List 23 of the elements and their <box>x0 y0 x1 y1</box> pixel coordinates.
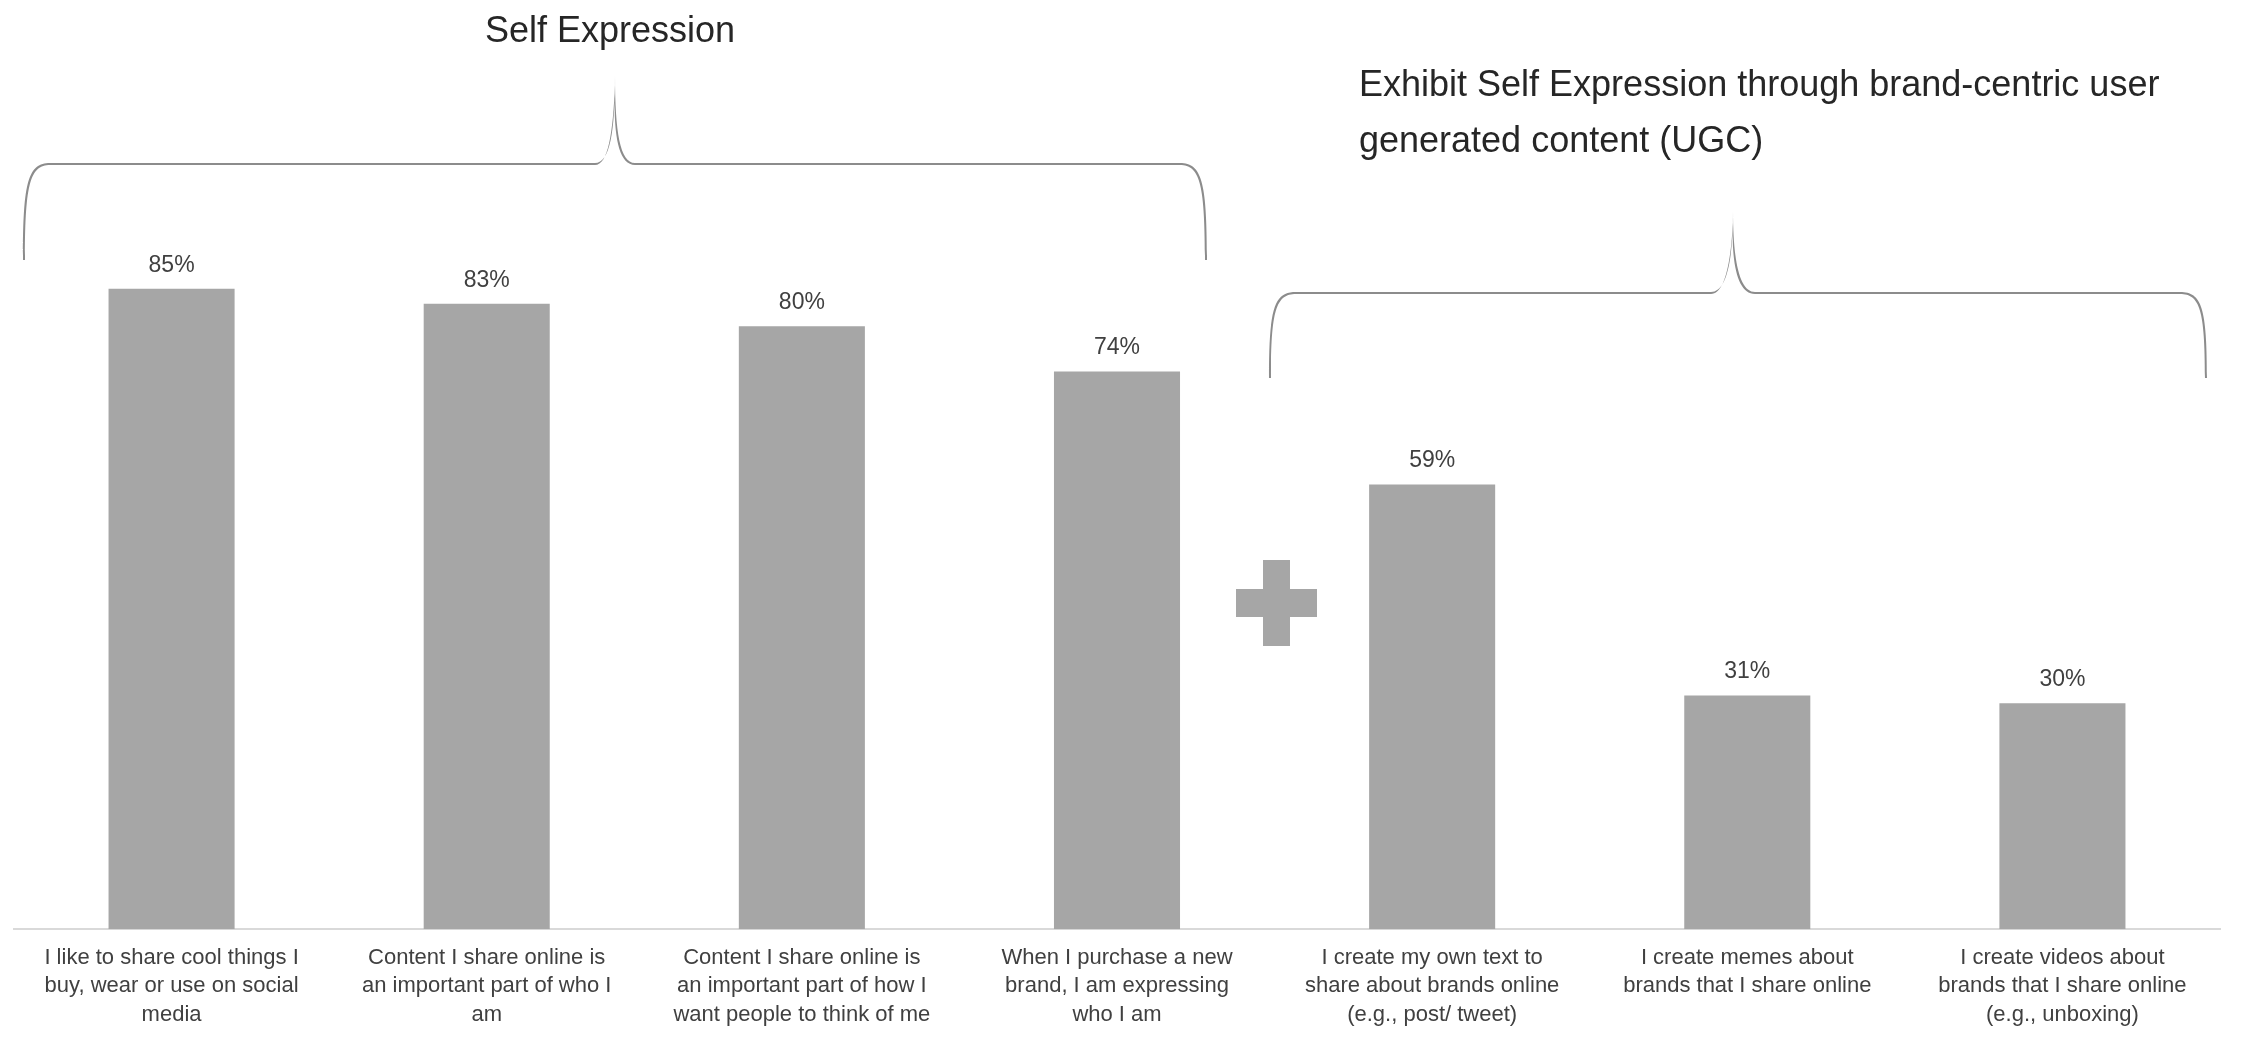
x-tick-label: I create memes about brands that I share online <box>1623 943 1872 998</box>
data-label: 30% <box>2039 664 2086 691</box>
text: Exhibit Self Expression through brand-centric user generated content (UGC) <box>1359 62 2161 162</box>
text: Self Expression <box>483 8 737 52</box>
data-label: 31% <box>1724 657 1771 684</box>
data-label: 59% <box>1409 446 1456 473</box>
data-label: 85% <box>148 250 195 277</box>
x-tick-label: When I purchase a new brand, I am expressing who I am <box>1001 943 1233 1026</box>
data-label: 83% <box>463 265 510 292</box>
x-tick-label: I create videos about brands that I share online (e.g., unboxing) <box>1938 943 2187 1026</box>
bar <box>1053 371 1181 930</box>
bar <box>738 326 865 930</box>
data-label: 80% <box>778 288 825 315</box>
x-tick-label: I like to share cool things I buy, wear or use on social media <box>44 943 299 1026</box>
bar <box>1684 695 1811 930</box>
bar <box>423 303 550 930</box>
x-tick-label: I create my own text to share about brands online (e.g., post/ tweet) <box>1304 943 1560 1026</box>
x-tick-label: Content I share online is an important part of how I want people to think of me <box>672 943 931 1026</box>
bar <box>108 288 235 930</box>
bar <box>1999 703 2126 930</box>
data-label: 74% <box>1093 333 1141 360</box>
bar <box>1369 484 1496 930</box>
x-tick-label: Content I share online is an important part of who I am <box>361 943 612 1026</box>
